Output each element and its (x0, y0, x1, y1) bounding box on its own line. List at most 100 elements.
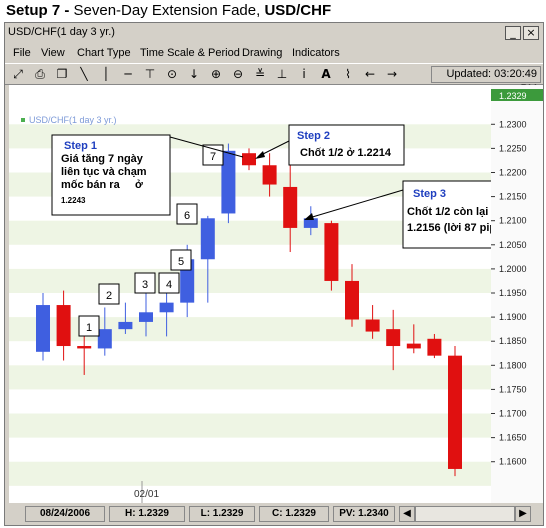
menu-indicators[interactable]: Indicators (292, 47, 340, 59)
candle-body (56, 305, 71, 347)
horizontal-scrollbar[interactable] (415, 506, 515, 522)
annotation-step2: Step 2 Chốt 1/2 ở 1.2214 (288, 124, 405, 166)
price-axis-svg: 1.2300 1.2250 1.2200 1.2150 1.2100 1.2050 1.20… (491, 89, 543, 467)
heading-pair: USD/CHF (264, 2, 332, 19)
menu-view[interactable]: View (41, 47, 65, 59)
status-date: 08/24/2006 (25, 506, 105, 522)
title-bar: USD/CHF(1 day 3 yr.) _ × (5, 23, 543, 43)
grid-band (9, 365, 491, 390)
y-tick-label: 1.2150 (499, 192, 527, 202)
candle-body (159, 302, 174, 313)
y-tick-label: 1.1750 (499, 384, 527, 394)
step1-line2: liên tục và chạm (61, 166, 147, 178)
status-low: L: 1.2329 (189, 506, 255, 522)
x-axis-label: 02/01 (134, 489, 159, 500)
y-tick-label: 1.1700 (499, 409, 527, 419)
y-tick-label: 1.1600 (499, 457, 527, 467)
y-tick-label: 1.2050 (499, 240, 527, 250)
grid-band (9, 461, 491, 486)
step1-line1: Giá tăng 7 ngày (61, 153, 144, 165)
day-label: 2 (106, 290, 112, 302)
step1-line3b: ở (135, 179, 143, 191)
circle-icon[interactable]: ⊙ (166, 67, 178, 81)
page-heading: Setup 7 - Seven-Day Extension Fade, USD/… (6, 2, 331, 19)
annotation-step1: Step 1 Giá tăng 7 ngày liên tục và chạm … (51, 134, 171, 216)
candlestick-chart: 02/01 USD/CHF(1 day 3 yr.) 1 2 3 4 5 6 7… (9, 115, 514, 503)
window-title: USD/CHF(1 day 3 yr.) (8, 26, 115, 38)
copy-icon[interactable]: ❐ (56, 67, 68, 81)
y-tick-label: 1.1950 (499, 288, 527, 298)
y-tick-label: 1.2300 (499, 119, 527, 129)
step3-line2: 1.2156 (lời 87 pips) (407, 222, 491, 234)
text-icon[interactable]: A (321, 67, 331, 81)
scroll-left-button[interactable]: ◀ (399, 506, 415, 522)
y-tick-label: 1.2100 (499, 216, 527, 226)
menu-chart-type[interactable]: Chart Type (77, 47, 131, 59)
candle-body (97, 329, 112, 349)
scroll-right-button[interactable]: ▶ (515, 506, 531, 522)
zoom-out-icon[interactable]: ⊖ (232, 67, 244, 81)
y-tick-label: 1.1850 (499, 336, 527, 346)
menu-drawing[interactable]: Drawing (242, 47, 283, 59)
candle-body (139, 312, 153, 322)
y-tick-label: 1.2200 (499, 167, 527, 177)
candle-body (406, 343, 421, 349)
ray-icon[interactable]: ⊤ (144, 67, 156, 81)
zoom-in-icon[interactable]: ⊕ (210, 67, 222, 81)
line-draw-icon[interactable]: ⌇ (345, 67, 351, 81)
menu-time-scale[interactable]: Time Scale & Period (140, 47, 240, 59)
menu-file[interactable]: File (13, 47, 31, 59)
candle-body (324, 223, 339, 281)
status-pv: PV: 1.2340 (333, 506, 395, 522)
right-arrow-icon[interactable]: → (386, 67, 398, 81)
candle-body (345, 280, 359, 320)
volume-icon[interactable]: ⊥ (276, 67, 288, 81)
heading-prefix: Setup 7 - (6, 2, 74, 19)
y-tick-label: 1.1800 (499, 360, 527, 370)
candle-body (200, 218, 215, 260)
price-axis: 1.2300 1.2250 1.2200 1.2150 1.2100 1.2050 1.20… (491, 85, 543, 503)
y-tick-label: 1.2000 (499, 264, 527, 274)
candle-body (221, 150, 236, 214)
candle-body (283, 186, 298, 228)
step3-title: Step 3 (413, 188, 446, 200)
bar-chart-icon[interactable]: ≚ (254, 67, 266, 81)
horizontal-line-icon[interactable]: ─ (124, 67, 132, 81)
step3-line1: Chốt 1/2 còn lại ở (407, 206, 491, 218)
toolbar: ⤢ ⎙ ❐ ╲ │ ─ ⊤ ⊙ ↓ ⊕ ⊖ ≚ ⊥ i A ⌇ ← → Upda… (5, 63, 543, 95)
candle-body (77, 346, 92, 349)
down-arrow-icon[interactable]: ↓ (188, 67, 200, 81)
candle-body (262, 165, 277, 185)
chart-area[interactable]: 02/01 USD/CHF(1 day 3 yr.) 1 2 3 4 5 6 7… (9, 85, 514, 503)
heading-name: Seven-Day Extension Fade, (73, 2, 265, 19)
menu-bar: File View Chart Type Time Scale & Period… (5, 43, 543, 63)
candle-body (448, 355, 462, 469)
print-icon[interactable]: ⎙ (35, 67, 45, 81)
step2-line1: Chốt 1/2 ở 1.2214 (300, 147, 392, 159)
grid-band (9, 413, 491, 438)
candle-body (36, 305, 50, 352)
day-label: 4 (166, 279, 172, 291)
updated-time: Updated: 03:20:49 PM (431, 66, 541, 95)
candle-body (118, 321, 133, 330)
candle-body (365, 319, 380, 332)
day-label: 5 (178, 256, 184, 268)
vertical-line-icon[interactable]: │ (102, 67, 110, 81)
minimize-button[interactable]: _ (505, 26, 521, 40)
info-icon[interactable]: i (302, 67, 306, 81)
status-bar: 08/24/2006 H: 1.2329 L: 1.2329 C: 1.2329… (5, 503, 543, 525)
step1-line4: 1.2243 (61, 196, 86, 205)
chart-legend: USD/CHF(1 day 3 yr.) (29, 115, 117, 125)
candle-body (242, 153, 256, 166)
close-button[interactable]: × (523, 26, 539, 40)
candle-body (386, 329, 401, 347)
day-label: 6 (184, 210, 190, 222)
step1-line3: mốc bán ra (61, 179, 121, 191)
candle-body (303, 218, 318, 228)
step2-title: Step 2 (297, 130, 330, 142)
status-close: C: 1.2329 (259, 506, 329, 522)
crosshair-icon[interactable]: ⤢ (13, 67, 23, 81)
trendline-icon[interactable]: ╲ (80, 67, 88, 81)
left-arrow-icon[interactable]: ← (364, 67, 376, 81)
annotation-step3: Step 3 Chốt 1/2 còn lại ở 1.2156 (lời 87… (402, 180, 514, 249)
